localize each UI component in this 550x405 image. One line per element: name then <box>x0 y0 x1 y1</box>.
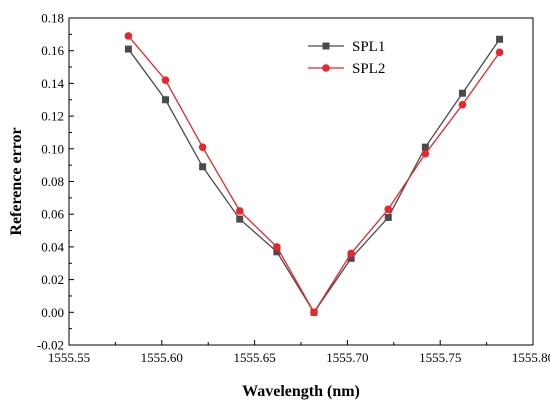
point-spl1 <box>458 89 466 97</box>
point-spl1 <box>421 143 429 151</box>
point-spl2 <box>495 48 504 57</box>
y-tick-label: 0.02 <box>41 272 64 287</box>
point-spl2 <box>198 143 207 151</box>
point-spl2 <box>273 243 281 251</box>
point-spl2 <box>310 308 318 317</box>
x-tick-label: 1555.65 <box>233 350 275 365</box>
y-tick-label: 0.18 <box>41 11 64 26</box>
legend-marker-spl2 <box>322 64 330 72</box>
y-tick-label: 0.06 <box>41 207 64 222</box>
x-tick-label: 1555.60 <box>141 350 183 365</box>
point-spl2 <box>421 149 430 158</box>
series-spl2 <box>124 32 504 317</box>
y-tick-label: 0.12 <box>41 109 64 124</box>
point-spl2 <box>161 76 170 84</box>
x-tick-label: 1555.75 <box>419 350 461 365</box>
series-spl1 <box>124 35 504 316</box>
x-tick-label: 1555.70 <box>326 350 368 365</box>
x-tick-label: 1555.55 <box>48 350 90 365</box>
series-layer <box>124 32 504 317</box>
point-spl2 <box>384 205 393 214</box>
legend: SPL1 SPL2 <box>308 39 385 77</box>
legend-label-spl2: SPL2 <box>352 61 385 77</box>
point-spl1 <box>124 45 132 53</box>
y-tick-label: 0.16 <box>41 43 64 58</box>
plot-border <box>68 17 534 346</box>
point-spl2 <box>124 32 133 40</box>
y-tick-label: 0.04 <box>41 239 64 254</box>
legend-marker-spl1 <box>322 42 330 50</box>
point-spl1 <box>162 96 170 104</box>
legend-label-spl1: SPL1 <box>352 39 385 55</box>
y-tick-label: 0.10 <box>41 141 64 156</box>
y-tick-label: 0.08 <box>41 174 64 189</box>
y-tick-label: 0.00 <box>41 305 64 320</box>
y-tick-label: 0.14 <box>41 76 64 91</box>
point-spl2 <box>347 249 355 258</box>
x-axis-title: Wavelength (nm) <box>242 383 360 400</box>
point-spl1 <box>496 35 504 43</box>
point-spl1 <box>273 248 281 256</box>
series-line-spl2 <box>127 35 501 314</box>
point-spl1 <box>384 213 392 221</box>
point-spl1 <box>236 215 244 223</box>
point-spl1 <box>347 254 355 262</box>
series-line-spl1 <box>127 38 501 314</box>
x-axis: 1555.55 1555.60 1555.65 1555.70 1555.75 1555.… <box>48 340 550 365</box>
y-axis: -0.02 0.00 0.02 0.04 0.06 0.08 0.10 0.12 0.14 0.1… <box>37 11 74 353</box>
plot-frame <box>68 17 534 346</box>
x-tick-label: 1555.80 <box>512 350 550 365</box>
point-spl1 <box>199 163 207 171</box>
point-spl2 <box>458 100 467 109</box>
point-spl2 <box>235 207 244 215</box>
y-tick-label: -0.02 <box>37 338 64 353</box>
y-axis-title: Reference error <box>8 127 25 235</box>
